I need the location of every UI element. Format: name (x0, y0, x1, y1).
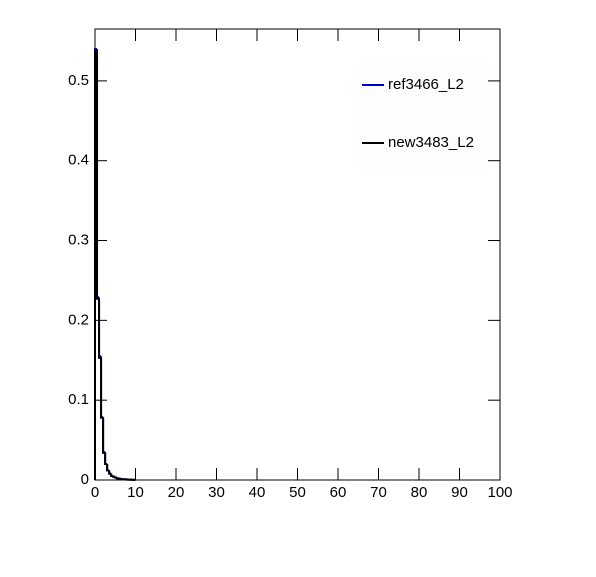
legend-label: new3483_L2 (388, 134, 474, 151)
histogram-step (97, 51, 99, 299)
histogram-step (99, 299, 101, 358)
histogram-step (111, 474, 113, 476)
y-tick-label: 0.4 (68, 152, 89, 169)
x-tick-label: 70 (370, 484, 387, 501)
x-tick-label: 40 (249, 484, 266, 501)
y-tick-label: 0.3 (68, 231, 89, 248)
x-tick-label: 90 (451, 484, 468, 501)
y-tick-label: 0.1 (68, 391, 89, 408)
x-tick-label: 10 (127, 484, 144, 501)
histogram-step (107, 464, 109, 470)
x-tick-label: 80 (411, 484, 428, 501)
x-tick-label: 0 (91, 484, 99, 501)
histogram-step (105, 453, 107, 464)
histogram-step (101, 358, 103, 418)
x-tick-label: 30 (208, 484, 225, 501)
x-tick-label: 100 (487, 484, 512, 501)
histogram-step (103, 418, 105, 453)
y-tick-label: 0.2 (68, 311, 89, 328)
x-tick-label: 60 (330, 484, 347, 501)
y-tick-label: 0.5 (68, 72, 89, 89)
histogram-step (115, 477, 117, 478)
x-tick-label: 50 (289, 484, 306, 501)
legend-label: ref3466_L2 (388, 76, 464, 93)
histogram-step (109, 470, 111, 473)
y-tick-label: 0 (81, 471, 89, 488)
histogram-step (113, 476, 115, 477)
x-tick-label: 20 (168, 484, 185, 501)
histogram-step (117, 478, 119, 479)
